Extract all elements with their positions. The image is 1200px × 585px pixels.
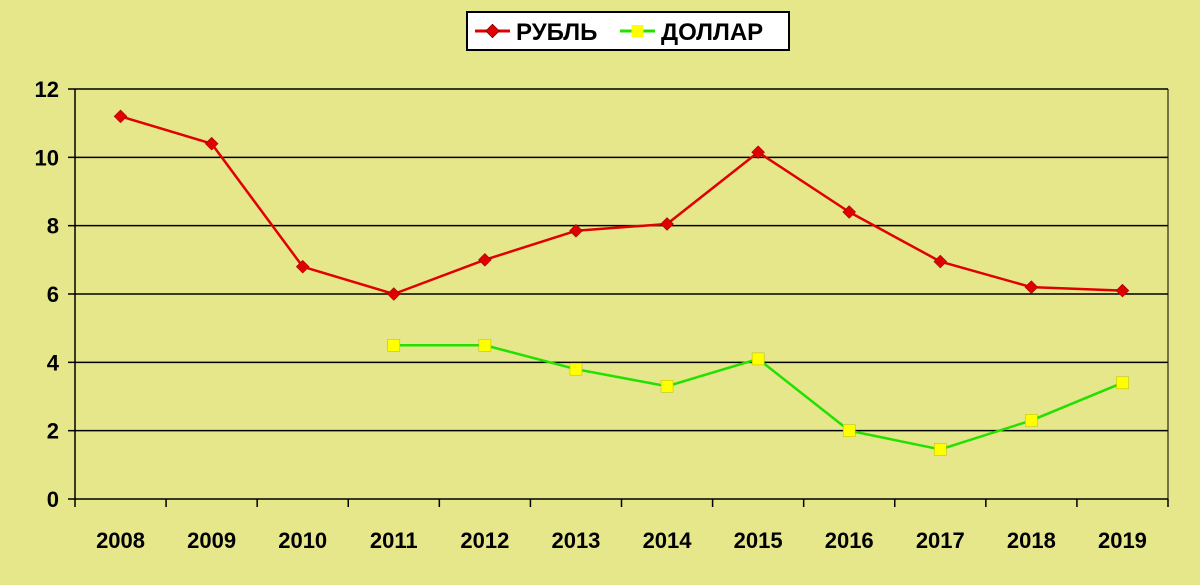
gridlines	[75, 88, 1168, 432]
y-tick-labels: 0 2 4 6 8 10 12	[35, 77, 60, 512]
point-0-2012	[478, 252, 492, 267]
point-0-2017	[933, 254, 948, 269]
x-tick-label-2017: 2017	[916, 528, 965, 553]
point-0-2013	[569, 223, 583, 238]
y-tick-label-8: 8	[47, 214, 59, 239]
point-1-2014	[660, 380, 674, 393]
series-line-0	[120, 115, 1123, 296]
y-tick-label-12: 12	[35, 77, 59, 102]
legend: РУБЛЬ ДОЛЛАР	[466, 11, 790, 51]
point-1-2012	[478, 339, 492, 352]
x-tick-label-2018: 2018	[1007, 528, 1056, 553]
x-tick-label-2008: 2008	[96, 528, 145, 553]
x-tick-labels: 2008 2009 2010 2011 2012 2013 2014 2015 2016 2017…	[96, 528, 1147, 553]
x-tick-label-2010: 2010	[278, 528, 327, 553]
x-tick-label-2012: 2012	[460, 528, 509, 553]
x-tick-label-2009: 2009	[187, 528, 236, 553]
series	[113, 109, 1130, 456]
point-0-2018	[1024, 280, 1039, 295]
point-0-2015	[751, 145, 765, 160]
point-0-2009	[204, 136, 219, 151]
y-tick-label-4: 4	[47, 350, 60, 375]
series-dollar	[387, 339, 1129, 456]
point-0-2016	[842, 205, 857, 219]
x-tick-label-2019: 2019	[1098, 528, 1147, 553]
point-1-2015	[751, 352, 765, 366]
point-0-2010	[295, 259, 310, 274]
y-tick-label-0: 0	[47, 487, 59, 512]
x-tick-label-2011: 2011	[370, 528, 418, 553]
point-0-2014	[660, 217, 674, 231]
y-tick-label-6: 6	[47, 282, 59, 307]
point-1-2018	[1025, 414, 1038, 427]
series-rubl	[113, 109, 1130, 301]
x-tick-label-2015: 2015	[734, 528, 783, 553]
point-1-2011	[387, 339, 401, 352]
legend-label-rubl: РУБЛЬ	[516, 19, 597, 46]
legend-label-dollar: ДОЛЛАР	[661, 19, 763, 46]
y-tick-label-2: 2	[47, 419, 59, 444]
point-0-2019	[1115, 283, 1130, 298]
x-tick-label-2014: 2014	[643, 528, 693, 553]
y-tick-label-10: 10	[35, 145, 59, 170]
point-0-2008	[113, 109, 128, 124]
point-1-2019	[1116, 376, 1129, 390]
x-tick-label-2016: 2016	[825, 528, 874, 553]
point-1-2016	[842, 424, 856, 437]
point-1-2017	[934, 443, 947, 456]
point-1-2013	[569, 362, 583, 376]
x-tick-label-2013: 2013	[551, 528, 600, 553]
legend-marker-dollar	[631, 25, 644, 37]
axes	[68, 88, 1169, 507]
point-0-2011	[386, 287, 401, 301]
legend-marker-rubl	[485, 23, 500, 39]
